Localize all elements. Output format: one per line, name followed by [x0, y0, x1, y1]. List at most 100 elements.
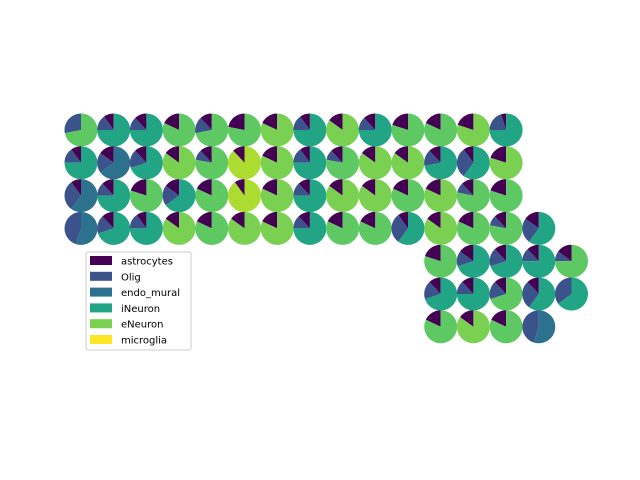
pie-slice [558, 277, 588, 311]
pie-6-11 [424, 310, 458, 344]
pie-slice [456, 179, 490, 213]
pie-slice [463, 146, 490, 180]
pie-slice [228, 113, 245, 130]
pie-3-9 [358, 211, 392, 245]
pie-slice [227, 179, 261, 213]
pie-slice [398, 211, 408, 229]
pie-slice [555, 251, 572, 262]
pie-slice [527, 277, 539, 294]
pie-slice [427, 211, 441, 229]
pie-slice [489, 216, 507, 229]
pie-slice [458, 211, 474, 229]
pie-slice [129, 215, 147, 229]
pie-slice [425, 179, 441, 196]
pie-slice [104, 113, 114, 130]
legend-label: astrocytes [121, 257, 173, 268]
pie-4-12 [456, 244, 490, 278]
pie-slice [394, 146, 408, 163]
pie-slice [358, 179, 392, 213]
legend-label: iNeuron [121, 304, 160, 315]
pie-slice [71, 179, 81, 196]
pie-slice [391, 146, 425, 180]
pie-slice [358, 117, 376, 130]
pie-slice [489, 146, 523, 180]
pie-slice [424, 179, 458, 213]
pie-slice [293, 149, 310, 163]
pie-3-1 [97, 211, 131, 245]
pie-3-14 [522, 211, 556, 245]
pie-2-2 [129, 179, 163, 213]
pie-slice [425, 244, 441, 262]
pie-slice [71, 179, 98, 213]
pie-slice [130, 146, 163, 180]
pie-slice [393, 179, 408, 196]
pie-slice [456, 211, 490, 245]
pie-slice [489, 310, 523, 344]
pie-slice [456, 113, 490, 147]
pie-slice [136, 211, 147, 229]
pie-slice [195, 179, 229, 213]
pie-slice [525, 211, 539, 229]
pie-0-8 [326, 113, 360, 147]
pie-slice [298, 211, 310, 229]
pie-1-5 [227, 146, 261, 180]
pie-1-7 [293, 146, 327, 180]
pie-slice [165, 179, 180, 196]
pie-slice [358, 113, 392, 147]
pie-slice [97, 116, 114, 130]
pie-slice [165, 211, 180, 229]
legend-item-microglia: microglia [90, 335, 167, 347]
pie-4-11 [424, 244, 458, 278]
pie-slice [555, 244, 588, 278]
pie-slice [195, 146, 229, 180]
legend-swatch [90, 256, 112, 265]
pie-slice [491, 310, 507, 327]
pie-1-12 [456, 146, 490, 180]
legend-swatch [90, 303, 112, 313]
pie-1-13 [489, 146, 523, 180]
pie-1-3 [162, 146, 196, 180]
pie-slice [456, 310, 490, 344]
pie-slice [358, 211, 392, 245]
legend-swatch [90, 287, 112, 297]
pie-slice [162, 113, 196, 147]
pie-slice [300, 113, 310, 130]
pie-3-12 [456, 211, 490, 245]
pie-0-1 [97, 113, 131, 147]
pie-slice [233, 146, 245, 163]
pie-slice [64, 211, 81, 245]
pie-slice [164, 113, 180, 130]
pie-slice [457, 183, 474, 196]
pie-slice [494, 277, 507, 294]
legend-label: microglia [121, 336, 167, 347]
pie-3-10 [391, 211, 425, 245]
pie-slice [165, 146, 180, 163]
pie-5-13 [489, 277, 523, 311]
pie-slice [522, 310, 539, 343]
pie-slice [364, 113, 376, 130]
pie-4-13 [489, 244, 523, 278]
pie-2-12 [456, 179, 490, 213]
pie-1-1 [97, 146, 131, 180]
pie-slice [424, 281, 441, 300]
pie-1-10 [391, 146, 425, 180]
pie-slice [391, 179, 425, 213]
pie-slice [260, 113, 294, 147]
pie-6-14 [522, 310, 556, 344]
pie-4-14 [522, 244, 556, 278]
pie-slice [162, 146, 196, 180]
pie-2-13 [489, 179, 523, 213]
pie-3-6 [260, 211, 294, 245]
pie-slice [327, 211, 343, 229]
pie-2-6 [260, 179, 294, 213]
pie-5-11 [424, 277, 458, 311]
pie-slice [162, 211, 196, 245]
pie-slice [98, 211, 131, 245]
pie-slice [129, 113, 163, 147]
pie-slice [494, 211, 507, 229]
pie-slice [489, 249, 507, 267]
pie-0-5 [227, 113, 261, 147]
pie-slice [129, 117, 147, 130]
pie-slice [425, 277, 458, 311]
